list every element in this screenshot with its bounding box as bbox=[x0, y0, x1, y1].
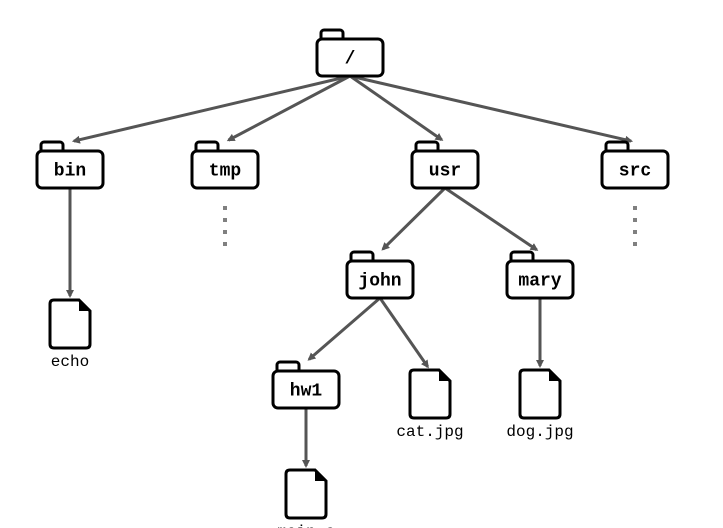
ellipsis-dot-icon bbox=[633, 242, 637, 246]
file-dogear-icon bbox=[315, 470, 326, 481]
folder-node: mary bbox=[507, 252, 573, 298]
folder-node: / bbox=[317, 30, 383, 76]
folder-label: / bbox=[345, 50, 356, 70]
filesystem-tree-diagram: / bin tmp usr src john mary hw1 echo cat.jpg dog.j… bbox=[0, 0, 723, 528]
folder-label: bin bbox=[54, 162, 86, 182]
tree-edge bbox=[383, 188, 445, 249]
file-node: cat.jpg bbox=[396, 370, 463, 441]
folder-label: usr bbox=[429, 162, 461, 182]
ellipsis-dot-icon bbox=[223, 206, 227, 210]
tree-edge bbox=[309, 298, 380, 359]
folder-node: john bbox=[347, 252, 413, 298]
folder-node: tmp bbox=[192, 142, 258, 188]
ellipsis-dot-icon bbox=[223, 242, 227, 246]
file-label: cat.jpg bbox=[396, 423, 463, 441]
tree-edge bbox=[445, 188, 537, 250]
file-label: dog.jpg bbox=[506, 423, 573, 441]
file-label: echo bbox=[51, 353, 89, 371]
file-node: dog.jpg bbox=[506, 370, 573, 441]
ellipsis-dot-icon bbox=[223, 230, 227, 234]
tree-edge bbox=[380, 298, 428, 367]
folder-label: src bbox=[619, 162, 651, 182]
folder-label: hw1 bbox=[290, 382, 323, 402]
folder-label: mary bbox=[518, 272, 561, 292]
folder-node: bin bbox=[37, 142, 103, 188]
folder-node: usr bbox=[412, 142, 478, 188]
ellipsis-dot-icon bbox=[633, 230, 637, 234]
file-dogear-icon bbox=[439, 370, 450, 381]
nodes-layer: / bin tmp usr src john mary hw1 echo cat.jpg dog.j… bbox=[37, 30, 668, 528]
tree-edge bbox=[74, 76, 350, 141]
ellipsis-dot-icon bbox=[633, 218, 637, 222]
folder-label: john bbox=[358, 272, 401, 292]
file-node: echo bbox=[50, 300, 90, 371]
tree-edge bbox=[350, 76, 631, 141]
folder-node: src bbox=[602, 142, 668, 188]
tree-edge bbox=[229, 76, 350, 140]
ellipsis-dot-icon bbox=[223, 218, 227, 222]
folder-label: tmp bbox=[209, 162, 241, 182]
ellipsis-dot-icon bbox=[633, 206, 637, 210]
file-label: main.c bbox=[277, 523, 335, 528]
folder-node: hw1 bbox=[273, 362, 339, 408]
file-node: main.c bbox=[277, 470, 335, 528]
